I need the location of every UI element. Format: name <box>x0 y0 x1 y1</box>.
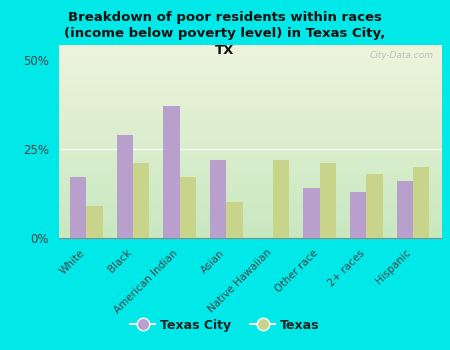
Bar <box>350 192 366 238</box>
Bar <box>210 160 226 238</box>
Bar <box>303 188 320 238</box>
Bar <box>366 174 382 238</box>
Text: Breakdown of poor residents within races
(income below poverty level) in Texas C: Breakdown of poor residents within races… <box>64 10 386 57</box>
Bar <box>117 135 133 238</box>
Bar <box>320 163 336 238</box>
Bar <box>163 106 180 238</box>
Text: City-Data.com: City-Data.com <box>369 51 433 60</box>
Bar <box>180 177 196 238</box>
Bar <box>397 181 413 238</box>
Bar <box>70 177 86 238</box>
Bar <box>133 163 149 238</box>
Bar <box>86 206 103 238</box>
Bar <box>413 167 429 238</box>
Bar <box>273 160 289 238</box>
Legend: Texas City, Texas: Texas City, Texas <box>125 314 325 337</box>
Bar <box>226 202 243 238</box>
